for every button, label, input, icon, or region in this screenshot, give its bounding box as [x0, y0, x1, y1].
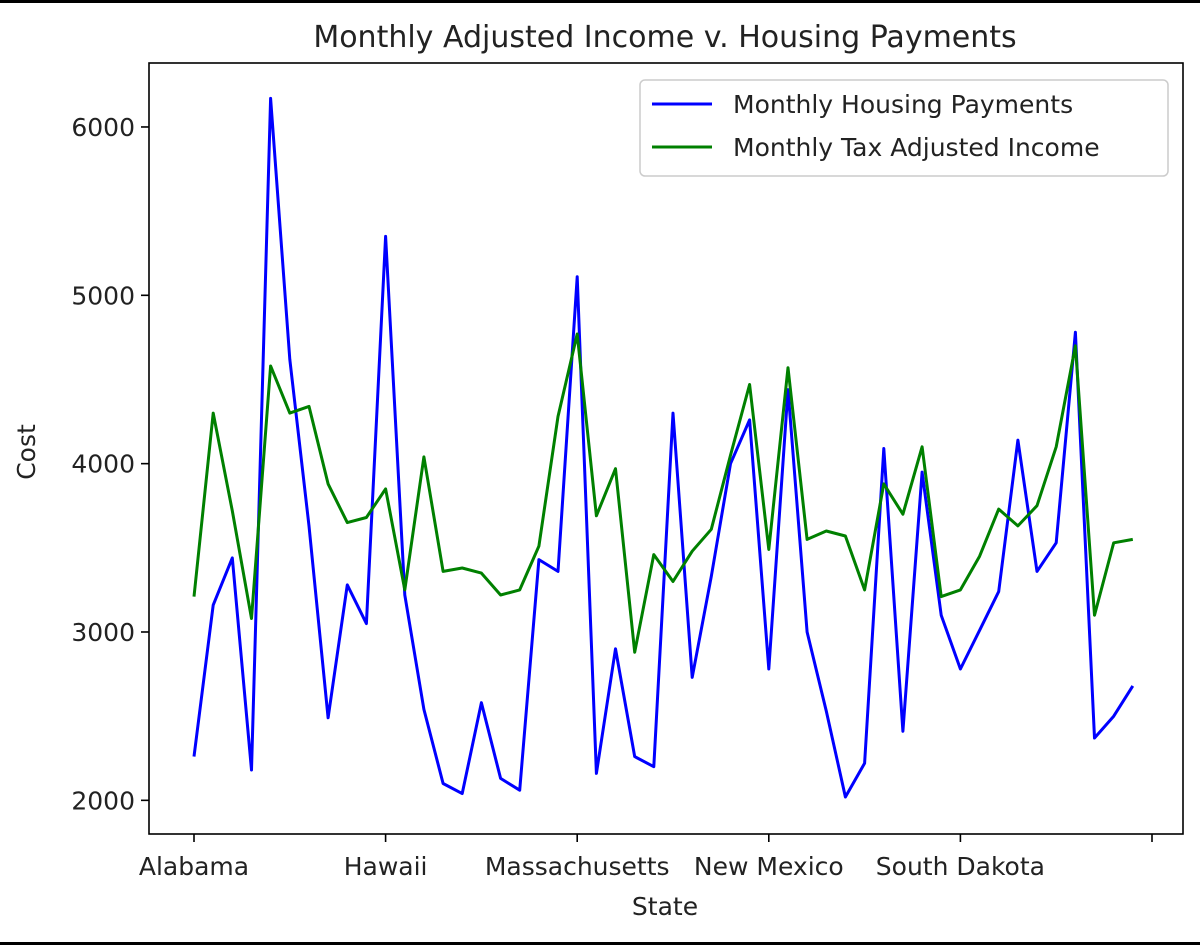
y-tick-label-0: 2000 [71, 786, 135, 815]
y-tick-label-4: 6000 [71, 113, 135, 142]
chart-title: Monthly Adjusted Income v. Housing Payme… [313, 20, 1016, 55]
legend-box [639, 79, 1169, 177]
y-tick-label-3: 5000 [71, 281, 135, 310]
y-tick-label-2: 4000 [71, 450, 135, 479]
series-line-1 [192, 332, 1134, 654]
y-tick-label-1: 3000 [71, 618, 135, 647]
x-tick-label-2: Massachusetts [485, 852, 670, 881]
legend: Monthly Housing Payments Monthly Tax Adj… [639, 79, 1169, 177]
x-tick-label-0: Alabama [139, 852, 249, 881]
legend-label-housing: Monthly Housing Payments [733, 90, 1073, 119]
x-tick-label-1: Hawaii [344, 852, 428, 881]
series-line-0 [192, 96, 1135, 799]
y-axis-label: Cost [12, 424, 41, 480]
legend-label-income: Monthly Tax Adjusted Income [733, 133, 1100, 162]
x-tick-label-3: New Mexico [694, 852, 844, 881]
x-tick-label-4: South Dakota [876, 852, 1045, 881]
x-axis-label: State [632, 892, 698, 921]
axes-frame [148, 62, 1184, 835]
plot-area: 2000 3000 4000 5000 6000 Alabama Hawaii Massach… [71, 62, 1184, 881]
